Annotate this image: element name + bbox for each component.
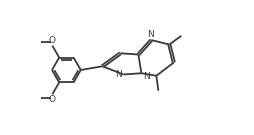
Text: N: N: [147, 30, 154, 39]
Text: N: N: [115, 70, 121, 79]
Text: O: O: [49, 36, 56, 45]
Text: O: O: [49, 95, 56, 104]
Text: N: N: [142, 72, 149, 81]
